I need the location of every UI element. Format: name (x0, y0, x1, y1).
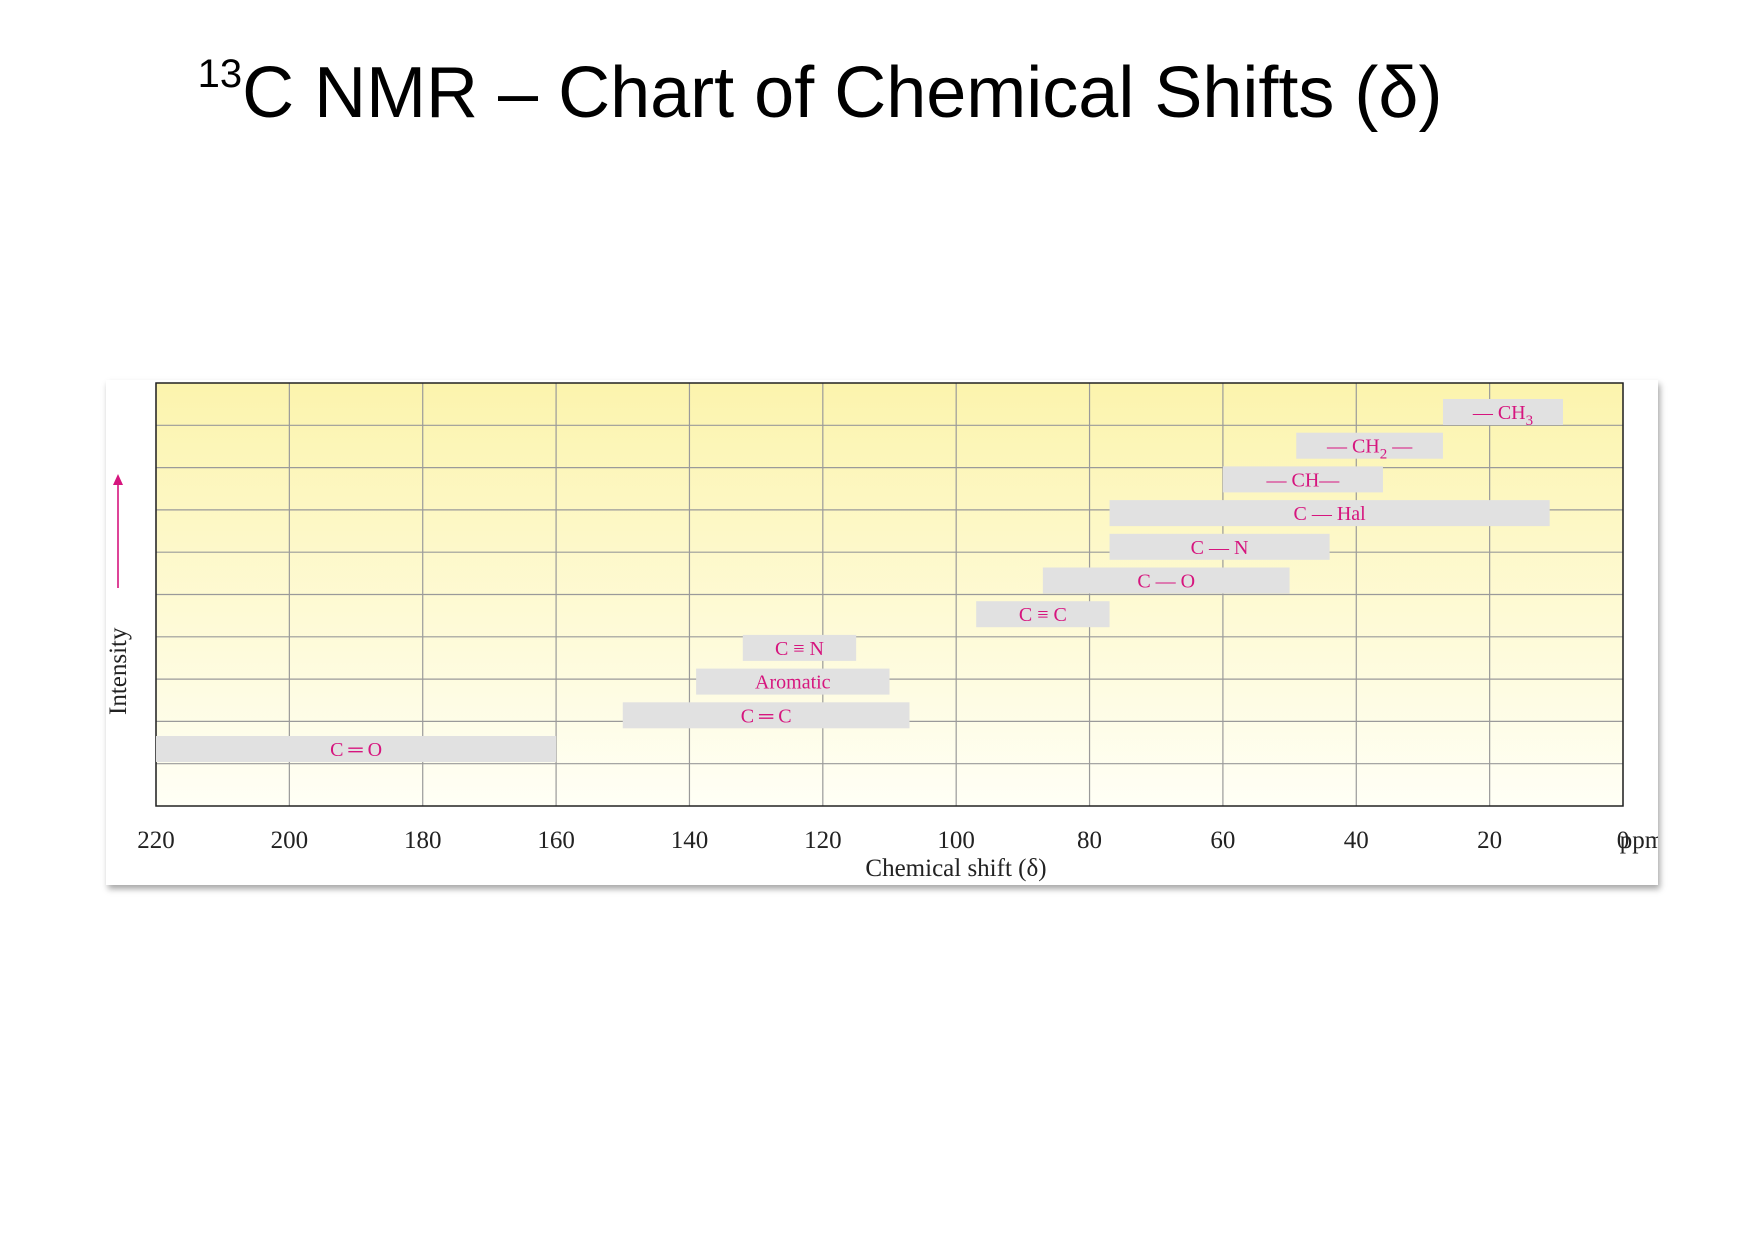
x-tick-labels: 220 200 180 160 140 120 100 80 60 40 20 0 (137, 827, 1629, 854)
x-tick-label: 120 (804, 827, 842, 854)
x-tick-label: 100 (937, 827, 975, 854)
shift-range-label: C — O (1137, 571, 1195, 593)
slide-title: 13C NMR – Chart of Chemical Shifts (δ) (0, 52, 1640, 134)
x-tick-label: 20 (1477, 827, 1502, 854)
shift-range: C ═ C (622, 702, 910, 729)
shift-range-label: — CH3 (1472, 402, 1533, 429)
shift-range: Aromatic (696, 668, 890, 695)
shift-range-bar (156, 736, 557, 762)
shift-range-bar (622, 702, 910, 729)
shift-range-bar (1109, 500, 1550, 527)
x-tick-label: 0 (1617, 827, 1630, 854)
shift-range-bar (1222, 466, 1383, 493)
plot-border (155, 382, 1624, 807)
x-axis-label: Chemical shift (δ) (865, 855, 1046, 882)
title-superscript: 13 (197, 52, 243, 96)
shift-range: C — O (1042, 567, 1290, 594)
x-tick-label: 140 (671, 827, 709, 854)
x-unit-label: ppm (1620, 827, 1658, 854)
shift-range-label: Aromatic (755, 672, 831, 694)
shift-range-label: — CH2 — (1326, 436, 1413, 463)
shift-range: — CH— (1222, 466, 1383, 493)
shift-range: C ═ O (156, 736, 557, 762)
shift-range-label: C — Hal (1293, 503, 1366, 525)
shift-range: — CH3 (1442, 399, 1563, 429)
shift-range-label: C — N (1191, 537, 1249, 559)
nmr-chart-svg: — CH3 — CH2 — — CH— C — Hal C — N C — O C ≡ C C… (106, 382, 1658, 882)
title-main: C NMR – Chart of Chemical Shifts (δ) (242, 53, 1443, 133)
shift-range-label: C ═ C (741, 705, 792, 727)
shift-range: C — N (1109, 533, 1330, 560)
x-tick-label: 80 (1077, 827, 1102, 854)
shift-ranges: — CH3 — CH2 — — CH— C — Hal C — N C — O C ≡ C C… (156, 399, 1563, 762)
shift-range: C — Hal (1109, 500, 1550, 527)
shift-range-bar (1109, 533, 1330, 560)
nmr-chart: — CH3 — CH2 — — CH— C — Hal C — N C — O C ≡ C C… (106, 380, 1658, 885)
shift-range: C ≡ N (742, 634, 857, 661)
shift-range-bar (696, 668, 890, 695)
shift-range-label: C ═ O (330, 739, 382, 761)
shift-range-label: — CH— (1266, 469, 1341, 491)
shift-range-bar (742, 634, 857, 661)
y-axis-label: Intensity (106, 627, 132, 715)
intensity-arrow (113, 474, 123, 588)
grid (155, 383, 1624, 806)
shift-range: C ≡ C (976, 601, 1110, 628)
x-tick-label: 220 (137, 827, 175, 854)
shift-range-bar (976, 601, 1110, 628)
shift-range-label: C ≡ C (1019, 604, 1067, 626)
x-tick-label: 40 (1344, 827, 1369, 854)
shift-range: — CH2 — (1296, 432, 1443, 463)
x-tick-label: 200 (271, 827, 309, 854)
shift-range-bar (1296, 432, 1443, 459)
x-tick-label: 180 (404, 827, 442, 854)
shift-range-bar (1442, 399, 1563, 425)
shift-range-bar (1042, 567, 1290, 594)
x-tick-label: 60 (1210, 827, 1235, 854)
shift-range-label: C ≡ N (775, 638, 824, 660)
x-tick-label: 160 (537, 827, 575, 854)
